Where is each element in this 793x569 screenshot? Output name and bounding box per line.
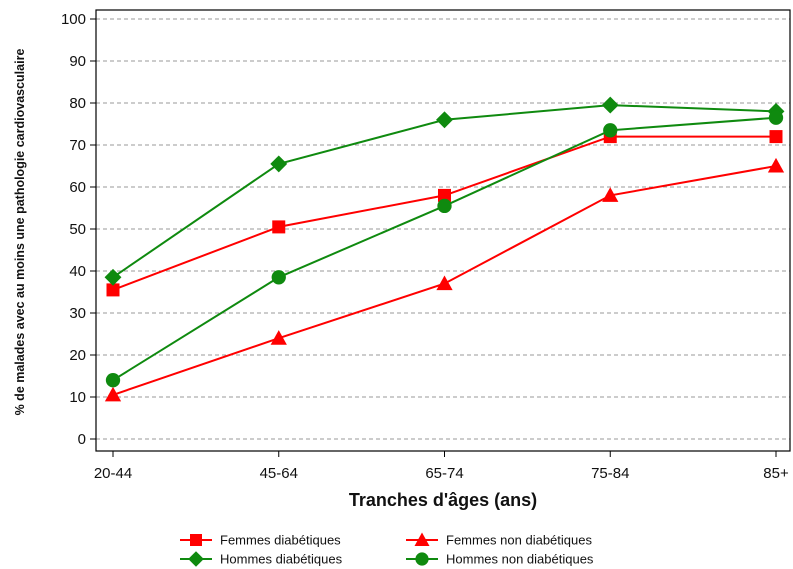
y-tick-label: 100 <box>61 11 86 28</box>
x-axis-title: Tranches d'âges (ans) <box>349 490 537 510</box>
data-point <box>602 187 619 202</box>
legend-label: Hommes diabétiques <box>220 552 343 567</box>
y-tick-label: 70 <box>69 137 86 154</box>
legend-item: Hommes non diabétiques <box>406 552 594 567</box>
data-point <box>271 270 286 285</box>
legend-label: Femmes diabétiques <box>220 533 341 548</box>
legend-item: Femmes non diabétiques <box>406 532 592 548</box>
y-tick-label: 20 <box>69 347 86 364</box>
legend-marker <box>414 532 430 546</box>
data-point <box>270 330 287 345</box>
y-tick-label: 40 <box>69 263 86 280</box>
legend-marker <box>188 551 204 567</box>
x-axis: 20-44 45-64 65-74 75-84 85+ <box>94 451 789 482</box>
data-point <box>436 275 453 291</box>
data-point <box>105 373 121 388</box>
x-tick-label: 75-84 <box>591 465 629 482</box>
y-tick-label: 60 <box>69 179 86 196</box>
legend-item: Hommes diabétiques <box>180 551 343 567</box>
y-tick-label: 80 <box>69 95 86 112</box>
data-point <box>767 157 785 173</box>
data-point <box>436 111 453 129</box>
y-tick-label: 90 <box>69 53 86 70</box>
plot-frame <box>95 9 791 452</box>
data-point <box>104 386 122 402</box>
data-point <box>272 220 286 234</box>
x-tick-label: 20-44 <box>94 465 132 482</box>
legend: Femmes diabétiques Femmes non diabétiques… <box>180 532 594 567</box>
y-tick-label: 50 <box>69 221 86 238</box>
legend-label: Femmes non diabétiques <box>446 533 592 548</box>
x-tick-label: 85+ <box>763 465 789 482</box>
data-point <box>270 155 288 173</box>
legend-item: Femmes diabétiques <box>180 533 341 548</box>
y-axis: 0 10 20 30 40 50 60 70 80 90 100 <box>61 11 96 448</box>
x-tick-label: 45-64 <box>260 465 298 482</box>
legend-marker <box>415 552 429 566</box>
y-tick-label: 0 <box>78 431 86 448</box>
legend-marker <box>190 534 202 546</box>
series-3 <box>104 157 785 402</box>
data-point <box>437 198 452 214</box>
series <box>104 96 785 402</box>
legend-label: Hommes non diabétiques <box>446 552 594 567</box>
data-point <box>603 123 618 138</box>
data-point <box>768 110 784 125</box>
gridlines <box>96 18 790 440</box>
data-point <box>769 130 783 144</box>
y-axis-title: % de malades avec au moins une pathologi… <box>13 49 27 416</box>
y-tick-label: 10 <box>69 389 86 406</box>
x-tick-label: 65-74 <box>425 465 463 482</box>
data-point <box>601 96 619 114</box>
y-tick-label: 30 <box>69 305 86 322</box>
data-point <box>106 283 120 297</box>
series-line <box>112 135 776 291</box>
data-point <box>438 188 451 202</box>
series-line <box>112 116 777 382</box>
data-point <box>104 268 122 286</box>
series-4 <box>105 110 784 388</box>
